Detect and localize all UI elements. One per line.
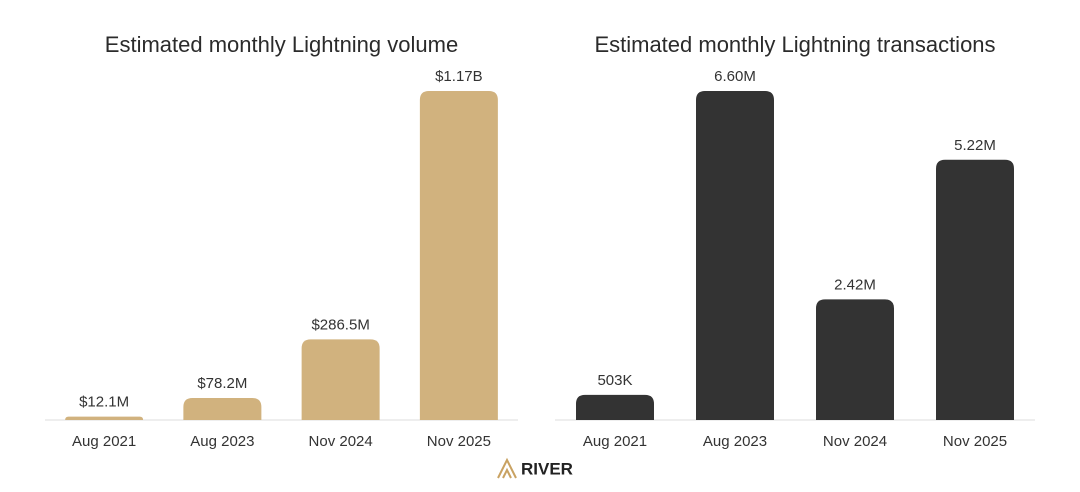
value-label: $12.1M bbox=[79, 394, 129, 411]
chart-title: Estimated monthly Lightning volume bbox=[105, 32, 458, 57]
logo-icon bbox=[497, 457, 517, 479]
value-label: 503K bbox=[597, 372, 632, 389]
x-tick-label: Aug 2021 bbox=[72, 433, 136, 450]
bar bbox=[301, 339, 380, 420]
bar bbox=[696, 91, 774, 420]
chart-title: Estimated monthly Lightning transactions bbox=[594, 32, 995, 57]
value-label: 6.60M bbox=[714, 68, 756, 85]
value-label: $1.17B bbox=[435, 68, 483, 85]
x-tick-label: Nov 2025 bbox=[943, 433, 1007, 450]
x-tick-label: Nov 2025 bbox=[427, 433, 491, 450]
logo: RIVER bbox=[497, 457, 573, 479]
bar bbox=[419, 91, 498, 420]
value-label: 5.22M bbox=[954, 137, 996, 154]
bar bbox=[816, 299, 894, 420]
logo-text: RIVER bbox=[521, 459, 573, 478]
bar bbox=[183, 398, 262, 420]
bar bbox=[65, 416, 144, 420]
value-label: $286.5M bbox=[311, 316, 369, 333]
x-tick-label: Nov 2024 bbox=[823, 433, 887, 450]
x-tick-label: Aug 2021 bbox=[583, 433, 647, 450]
value-label: 2.42M bbox=[834, 276, 876, 293]
bar bbox=[576, 394, 654, 420]
x-tick-label: Nov 2024 bbox=[309, 433, 373, 450]
x-tick-label: Aug 2023 bbox=[703, 433, 767, 450]
bar bbox=[936, 159, 1014, 421]
x-tick-label: Aug 2023 bbox=[190, 433, 254, 450]
value-label: $78.2M bbox=[197, 375, 247, 392]
